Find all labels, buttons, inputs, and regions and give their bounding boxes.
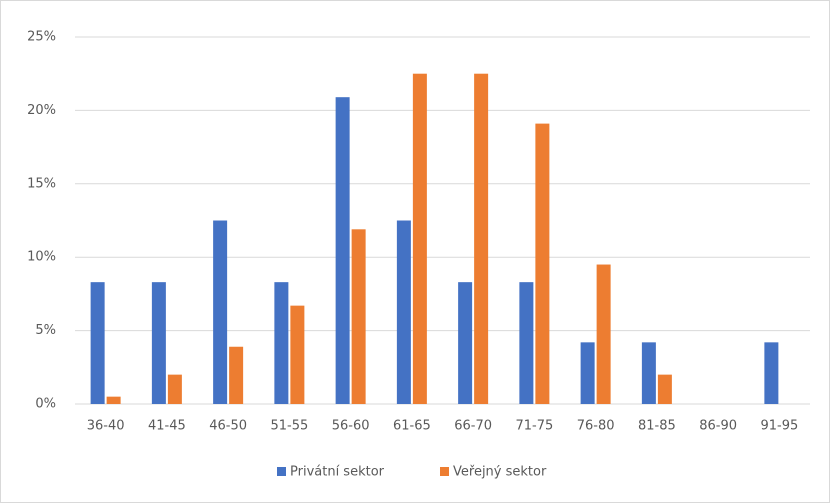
bar [274,282,289,404]
bar [458,282,473,404]
y-tick-label: 25% [27,30,56,45]
bar [412,73,427,404]
bar [335,97,350,405]
legend-label: Veřejný sektor [453,465,547,480]
bar [580,342,595,404]
y-tick-label: 20% [27,103,56,118]
y-tick-label: 15% [27,176,56,191]
x-tick-label: 46-50 [209,419,247,434]
x-tick-label: 41-45 [148,419,186,434]
bar [519,282,534,404]
x-tick-label: 36-40 [87,419,125,434]
x-tick-label: 86-90 [699,419,737,434]
y-tick-label: 5% [35,323,56,338]
x-tick-label: 61-65 [393,419,431,434]
bar [764,342,779,404]
x-tick-label: 91-95 [760,419,798,434]
bar [106,396,121,404]
bar [535,123,550,404]
bar [229,346,244,404]
legend-swatch [277,467,286,476]
bar [90,282,105,404]
x-tick-label: 81-85 [638,419,676,434]
x-tick-label: 56-60 [332,419,370,434]
bar [290,305,305,404]
x-tick-label: 71-75 [515,419,553,434]
bar [351,229,366,404]
bar [396,220,411,404]
bar [213,220,228,404]
bar [167,374,182,404]
x-tick-label: 76-80 [577,419,615,434]
bar [596,264,611,404]
legend-label: Privátní sektor [290,465,385,480]
x-tick-label: 51-55 [270,419,308,434]
y-tick-label: 0% [35,397,56,412]
bar [474,73,489,404]
x-tick-label: 66-70 [454,419,492,434]
bar [641,342,656,404]
legend-swatch [440,467,449,476]
y-tick-label: 10% [27,250,56,265]
bar [657,374,672,404]
bar [151,282,166,404]
